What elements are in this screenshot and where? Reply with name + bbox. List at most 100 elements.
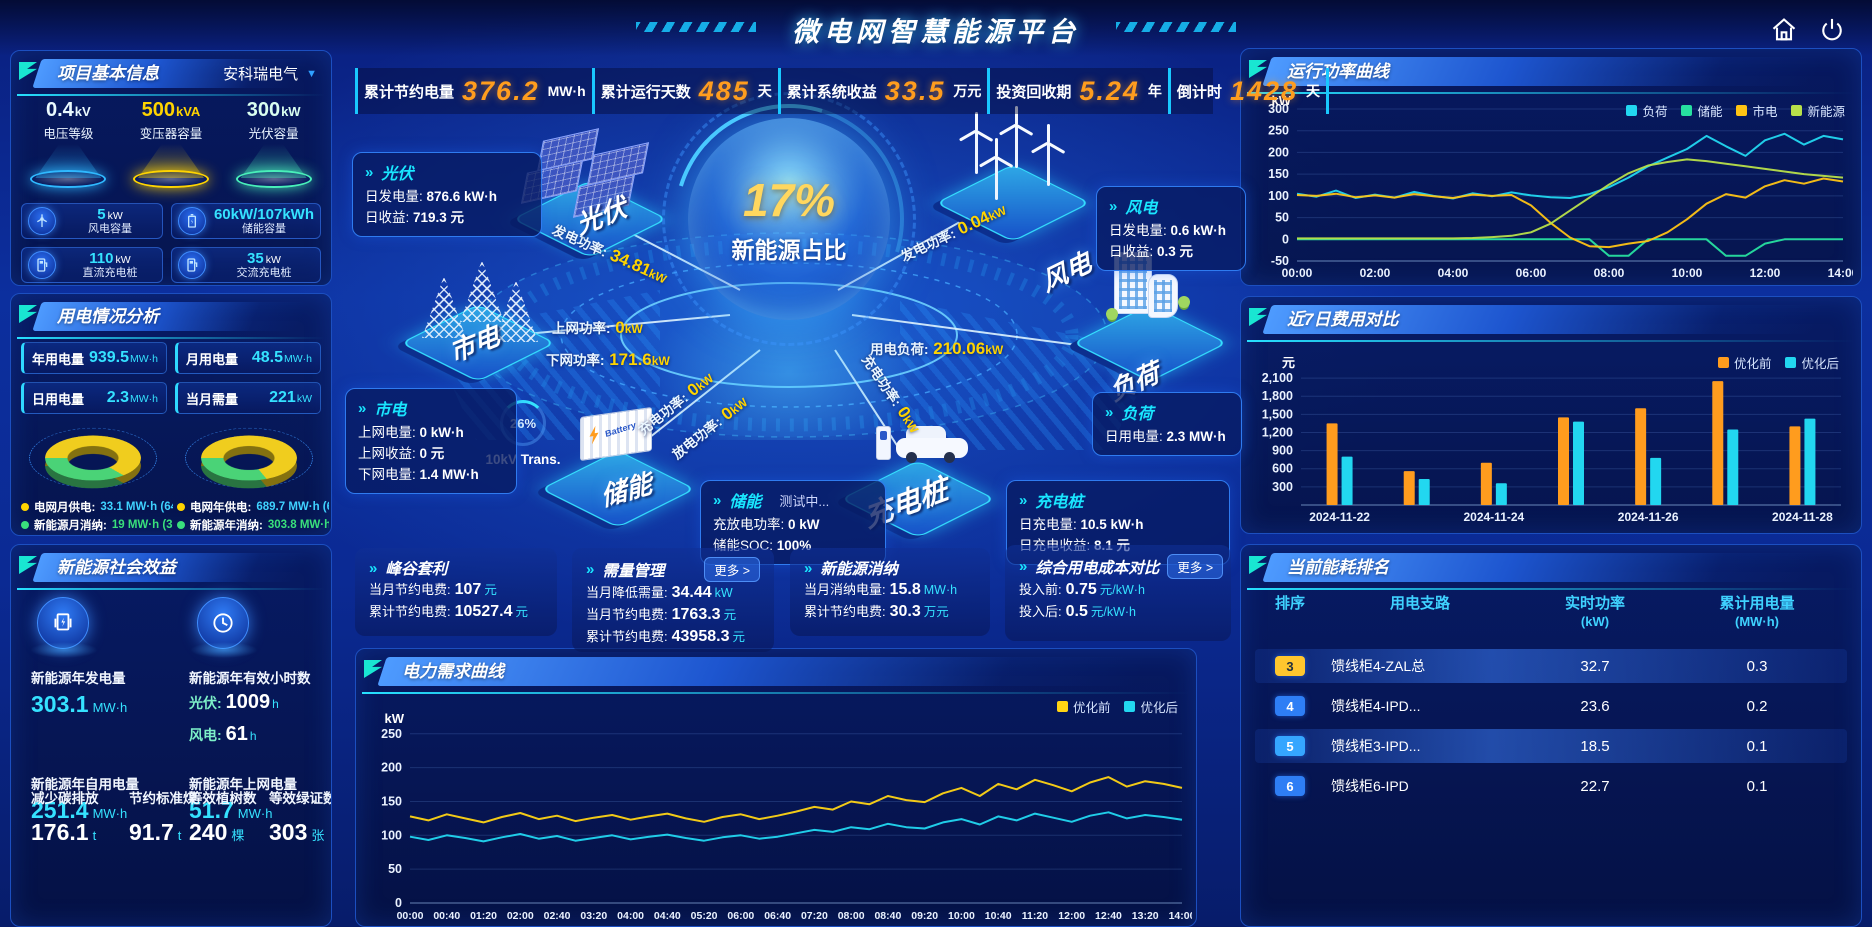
panel-demand-curve: 电力需求曲线 优化前 优化后 250 200 150 100 50 0 kW 00:00 00:4… — [355, 648, 1197, 927]
chevron-right-icon: » — [1019, 491, 1028, 509]
ranking-table-body: 3 馈线柜4-ZAL总 32.7 0.3 4 馈线柜4-IPD... 23.6 0.2 5 馈线柜… — [1255, 649, 1847, 809]
rank-badge: 3 — [1275, 656, 1305, 676]
flow-label-grid-up: 上网功率: 0kW — [552, 318, 643, 337]
legend-swatch-icon — [1681, 105, 1693, 116]
svg-text:2024-11-28: 2024-11-28 — [1772, 510, 1833, 524]
svg-text:00:00: 00:00 — [397, 910, 424, 922]
branch-name: 馈线柜6-IPD — [1331, 778, 1409, 794]
tooltip-line: 日用电量: 2.3 MW·h — [1105, 429, 1226, 444]
svg-text:12:40: 12:40 — [1095, 910, 1122, 922]
benefit-card-3: » 综合用电成本对比 更多 > 投入前: 0.75 元/kW·h 投入后: 0.5 元/kW·h — [1005, 545, 1231, 641]
rank-header-3: 累计用电量 (MW·h) — [1719, 595, 1795, 629]
demand-curve-svg: 250 200 150 100 50 0 kW 00:00 00:40 01:20 02:00 02:… — [381, 711, 1195, 922]
table-row-rank-3[interactable]: 3 馈线柜4-ZAL总 32.7 0.3 — [1255, 649, 1847, 683]
light-cone-icon — [137, 144, 204, 178]
svg-text:2024-11-26: 2024-11-26 — [1618, 510, 1679, 524]
kpi-value: 5.24 — [1079, 75, 1140, 106]
renewable-share-label: 新能源占比 — [731, 237, 847, 263]
tooltip-line: 上网收益: 0 元 — [358, 446, 445, 461]
usage-stat-label: 年用电量 — [32, 351, 85, 367]
more-button[interactable]: 更多 > — [704, 557, 760, 582]
kpi-value: 376.2 — [462, 75, 540, 106]
podium-base — [235, 170, 312, 188]
home-icon[interactable] — [1770, 16, 1798, 44]
kpi-label: 累计系统收益 — [786, 83, 877, 101]
benefit-card-title: 需量管理 — [602, 562, 665, 580]
kpi-label: 投资回收期 — [996, 83, 1072, 101]
power-icon[interactable] — [1818, 16, 1846, 44]
battery-icon — [177, 207, 206, 235]
legend-item-负荷: 负荷 — [1626, 101, 1667, 120]
svg-text:11:20: 11:20 — [1022, 910, 1048, 922]
capacity-unit: kW — [265, 253, 281, 266]
svg-text:02:00: 02:00 — [507, 910, 534, 922]
svg-text:2024-11-22: 2024-11-22 — [1309, 510, 1370, 524]
capacity-unit: kW — [115, 253, 131, 266]
panel-cost-compare: 近7日费用对比 优化前 优化后 2,100 1,800 1,500 1,200 900 60… — [1240, 296, 1862, 534]
kpi-unit: 年 — [1147, 83, 1162, 99]
capacity-card-3: 35 kW 交流充电桩 — [170, 247, 321, 283]
svg-text:02:40: 02:40 — [544, 910, 571, 922]
svg-text:04:00: 04:00 — [617, 910, 644, 922]
panel-project-info: 项目基本信息 安科瑞电气 ▼ 0.4kV 电压等级 500kVA 变压器容量 300kW… — [10, 50, 332, 286]
svg-text:600: 600 — [1272, 462, 1293, 476]
podium-label: 光伏容量 — [248, 127, 299, 141]
benefit-value: 303 张 — [269, 819, 325, 845]
benefit-label: 节约标准煤 — [129, 791, 197, 806]
tooltip-title: 负荷 — [1121, 406, 1154, 423]
donut-chart-1 — [179, 422, 319, 494]
table-row-rank-4[interactable]: 4 馈线柜4-IPD... 23.6 0.2 — [1255, 689, 1847, 723]
status-badge: 测试中... — [779, 493, 830, 509]
panel-title: 近7日费用对比 — [1287, 310, 1399, 329]
company-selector[interactable]: 安科瑞电气 ▼ — [223, 63, 317, 84]
benefit-value: 91.7 t — [129, 819, 182, 845]
capacity-cards: 5 kW 风电容量 60kW/107kWh 储能容量 110 kW 直流充电桩 35 kW 交流充电… — [21, 203, 321, 283]
svg-text:250: 250 — [1268, 124, 1289, 138]
branch-name: 馈线柜4-ZAL总 — [1331, 658, 1426, 674]
kpi-label: 倒计时 — [1176, 83, 1222, 101]
benefit-card-title: 新能源消纳 — [820, 561, 898, 578]
tooltip-wind: » 风电 日发电量: 0.6 kW·h 日收益: 0.3 元 — [1096, 186, 1246, 271]
title-decoration-left — [636, 22, 756, 32]
svg-text:50: 50 — [1275, 211, 1289, 225]
realtime-power: 22.7 — [1580, 777, 1610, 795]
tooltip-line: 充放电功率: 0 kW — [713, 517, 820, 532]
power-curve-legend: 负荷 储能 市电 新能源 — [1626, 101, 1845, 120]
total-energy: 0.3 — [1746, 657, 1768, 675]
usage-stats: 年用电量 939.5MW·h 月用电量 48.5MW·h 日用电量 2.3MW·h 当月需量… — [21, 342, 321, 414]
usage-stat-unit: MW·h — [284, 353, 312, 365]
wind-node — [930, 106, 1100, 242]
wind-turbine-icon — [28, 207, 56, 235]
benefit-label: 新能源年上网电量 — [189, 777, 297, 792]
table-row-rank-6[interactable]: 6 馈线柜6-IPD 22.7 0.1 — [1255, 769, 1847, 803]
flow-label-load-power: 用电负荷: 210.06kW — [870, 339, 1004, 358]
capacity-value: 110 — [89, 249, 114, 267]
benefit-label: 新能源年发电量 — [31, 671, 126, 686]
tooltip-load: » 负荷 日用电量: 2.3 MW·h — [1092, 392, 1242, 456]
chevron-right-icon: » — [365, 163, 374, 181]
svg-text:1,800: 1,800 — [1262, 389, 1293, 403]
podium-value: 500kVA — [141, 99, 201, 121]
panel-title: 当前能耗排名 — [1287, 558, 1389, 577]
svg-text:300: 300 — [1268, 102, 1289, 116]
benefit-value: 251.4 MW·h — [31, 797, 128, 823]
legend-swatch-icon — [1626, 105, 1638, 116]
benefit-card-line: 投入前: 0.75 元/kW·h — [1019, 581, 1145, 598]
panel-title: 电力需求曲线 — [402, 662, 504, 681]
svg-text:09:20: 09:20 — [911, 910, 938, 922]
benefit-card-line: 当月降低需量: 34.44 kW — [586, 584, 733, 601]
panel-title: 运行功率曲线 — [1287, 62, 1389, 81]
donut-legend-item-1: 电网年供电: 689.7 MW·h (69%) — [177, 499, 329, 515]
capacity-unit: kW — [107, 209, 123, 222]
more-button[interactable]: 更多 > — [1167, 554, 1224, 579]
dc-charger-icon — [28, 251, 56, 279]
realtime-power: 32.7 — [1580, 657, 1610, 675]
legend-dot-icon — [177, 503, 185, 511]
svg-text:04:40: 04:40 — [654, 910, 681, 922]
legend-swatch-icon — [1791, 105, 1803, 116]
chevron-right-icon: » — [369, 559, 378, 577]
svg-text:150: 150 — [381, 794, 402, 808]
tooltip-line: 日收益: 719.3 元 — [365, 210, 465, 225]
table-row-rank-5[interactable]: 5 馈线柜3-IPD... 18.5 0.1 — [1255, 729, 1847, 763]
